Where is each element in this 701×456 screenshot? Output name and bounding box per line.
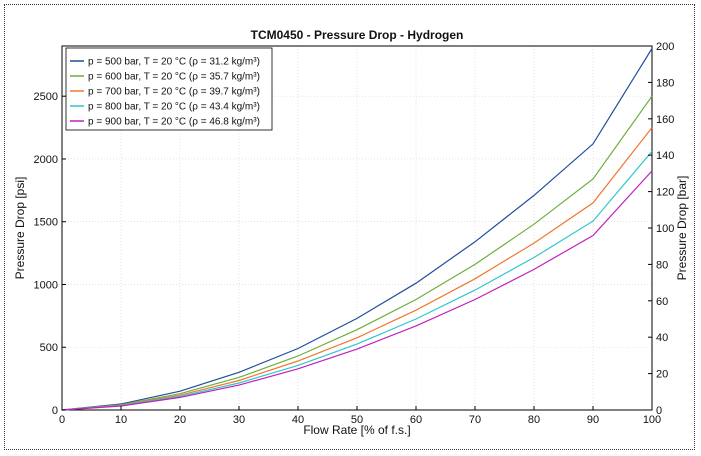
legend: p = 500 bar, T = 20 °C (ρ = 31.2 kg/m³) p… bbox=[65, 47, 273, 131]
left-y-tick-label: 500 bbox=[40, 342, 58, 354]
right-y-tick-label: 200 bbox=[656, 41, 674, 53]
x-tick-label: 80 bbox=[528, 414, 540, 426]
x-axis-ticks: 0 10 20 30 40 50 60 70 80 90 100 bbox=[59, 406, 661, 426]
right-y-tick-label: 80 bbox=[656, 259, 668, 271]
x-tick-label: 20 bbox=[174, 414, 186, 426]
left-y-tick-label: 1500 bbox=[34, 217, 58, 229]
left-y-tick-label: 2500 bbox=[34, 91, 58, 103]
x-tick-label: 90 bbox=[587, 414, 599, 426]
x-tick-label: 70 bbox=[469, 414, 481, 426]
right-y-axis-label: Pressure Drop [bar] bbox=[675, 176, 689, 281]
x-tick-label: 30 bbox=[233, 414, 245, 426]
left-y-axis-ticks: 0 500 1000 1500 2000 2500 bbox=[34, 91, 66, 417]
legend-entry: p = 600 bar, T = 20 °C (ρ = 35.7 kg/m³) bbox=[88, 72, 260, 83]
x-axis-label: Flow Rate [% of f.s.] bbox=[303, 423, 410, 437]
left-y-tick-label: 2000 bbox=[34, 154, 58, 166]
figure-frame bbox=[4, 4, 695, 450]
right-y-tick-label: 60 bbox=[656, 296, 668, 308]
x-tick-label: 0 bbox=[59, 414, 65, 426]
x-tick-label: 10 bbox=[115, 414, 127, 426]
right-y-axis-ticks: 0 20 40 60 80 100 120 140 160 180 200 bbox=[648, 41, 674, 417]
series-line bbox=[61, 95, 653, 411]
legend-entry: p = 800 bar, T = 20 °C (ρ = 43.4 kg/m³) bbox=[88, 102, 260, 113]
x-tick-label: 40 bbox=[292, 414, 304, 426]
series-line bbox=[61, 48, 653, 411]
right-y-tick-label: 160 bbox=[656, 114, 674, 126]
series-line bbox=[61, 170, 653, 411]
legend-entry: p = 500 bar, T = 20 °C (ρ = 31.2 kg/m³) bbox=[88, 57, 260, 68]
right-y-tick-label: 140 bbox=[656, 150, 674, 162]
series-layer bbox=[61, 48, 653, 411]
left-y-tick-label: 1000 bbox=[34, 279, 58, 291]
legend-entry: p = 900 bar, T = 20 °C (ρ = 46.8 kg/m³) bbox=[88, 117, 260, 128]
series-line bbox=[61, 127, 653, 411]
right-y-tick-label: 180 bbox=[656, 77, 674, 89]
right-y-tick-label: 100 bbox=[656, 223, 674, 235]
x-tick-label: 100 bbox=[643, 414, 661, 426]
left-y-axis-label: Pressure Drop [psi] bbox=[13, 177, 27, 280]
right-y-tick-label: 20 bbox=[656, 369, 668, 381]
right-y-tick-label: 120 bbox=[656, 187, 674, 199]
right-y-tick-label: 0 bbox=[656, 405, 662, 417]
chart-title: TCM0450 - Pressure Drop - Hydrogen bbox=[251, 28, 464, 42]
series-line bbox=[61, 151, 653, 411]
legend-box bbox=[65, 47, 273, 131]
right-y-tick-label: 40 bbox=[656, 332, 668, 344]
x-tick-label: 50 bbox=[351, 414, 363, 426]
legend-entry: p = 700 bar, T = 20 °C (ρ = 39.7 kg/m³) bbox=[88, 87, 260, 98]
x-tick-label: 60 bbox=[410, 414, 422, 426]
left-y-tick-label: 0 bbox=[52, 405, 58, 417]
